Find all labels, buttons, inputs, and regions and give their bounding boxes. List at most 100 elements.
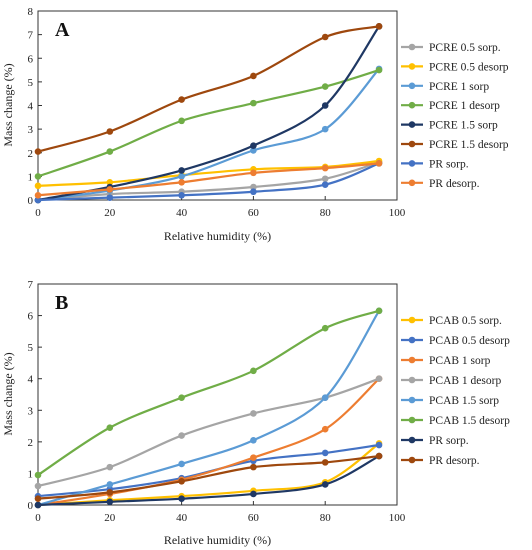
data-point (178, 96, 185, 103)
x-tick-label: 60 (248, 207, 260, 219)
legend-marker (408, 179, 416, 187)
panel-label: B (55, 292, 68, 314)
data-point (178, 167, 185, 174)
data-point (321, 425, 329, 433)
legend-marker (408, 436, 416, 444)
data-point (375, 452, 383, 460)
legend-marker (408, 82, 416, 90)
y-tick-label: 2 (28, 148, 34, 160)
x-axis-title: Relative humidity (%) (164, 229, 271, 243)
y-tick-label: 2 (28, 437, 34, 449)
y-tick-label: 7 (28, 30, 34, 42)
y-tick-label: 6 (28, 53, 34, 65)
data-point (106, 489, 114, 496)
legend-marker (408, 396, 416, 404)
y-tick-label: 5 (28, 342, 34, 354)
data-point (321, 459, 329, 466)
legend-label: PR sorp. (429, 435, 469, 447)
data-point (250, 99, 257, 107)
y-tick-label: 5 (28, 77, 34, 89)
legend-label: PCRE 1.5 sorp (429, 120, 498, 132)
data-point (178, 117, 185, 125)
y-tick-label: 0 (28, 195, 34, 207)
x-tick-label: 20 (104, 512, 116, 524)
series-line (37, 25, 380, 153)
legend: PCAB 0.5 sorp. PCAB 0.5 desorp PCAB 1 sorp… (401, 315, 510, 467)
data-point (178, 478, 185, 485)
data-point (321, 164, 329, 172)
legend-label: PCRE 0.5 sorp. (429, 42, 501, 54)
x-axis-title: Relative humidity (%) (164, 533, 271, 547)
legend-label: PR desorp. (429, 178, 480, 190)
data-point (321, 481, 329, 488)
y-tick-label: 4 (28, 101, 34, 113)
data-point (250, 72, 257, 80)
legend-label: PR desorp. (429, 455, 480, 467)
x-tick-label: 80 (320, 207, 332, 219)
legend-marker (408, 121, 416, 128)
data-point (178, 191, 185, 199)
data-point (250, 410, 257, 417)
data-point (321, 181, 329, 188)
data-point (106, 194, 114, 201)
series-6 (34, 23, 383, 155)
chart-panel-b: 0 1 2 3 4 5 6 7 0 20 40 60 80 100 Relative humidity (%… (1, 279, 510, 547)
legend-item: PCAB 1 desorp (401, 375, 501, 387)
series-line (37, 377, 380, 507)
legend-item: PCRE 0.5 desorp (401, 61, 509, 73)
series-line (37, 68, 380, 202)
legend-marker (408, 336, 416, 344)
legend-item: PR desorp. (401, 455, 480, 467)
legend-label: PCRE 0.5 desorp (429, 61, 509, 73)
series-6 (34, 307, 383, 479)
y-tick-label: 7 (28, 279, 34, 291)
series-8 (34, 452, 383, 502)
data-point (178, 460, 185, 468)
data-point (106, 463, 114, 471)
legend-label: PCRE 1 desorp (429, 100, 500, 112)
legend-item: PCRE 1 sorp (401, 81, 489, 93)
y-tick-label: 3 (28, 405, 34, 417)
x-tick-label: 100 (389, 512, 406, 524)
y-axis-title: Mass change (%) (1, 352, 15, 435)
data-point (321, 175, 329, 183)
data-point (34, 148, 42, 155)
plot-frame (37, 283, 398, 506)
data-point (250, 183, 257, 191)
legend-item: PR desorp. (401, 178, 480, 190)
data-point (178, 495, 185, 502)
legend-marker (408, 63, 416, 70)
data-point (321, 324, 329, 332)
legend-label: PCAB 0.5 desorp (429, 335, 510, 347)
legend: PCRE 0.5 sorp. PCRE 0.5 desorp PCRE 1 sorp… (401, 42, 509, 190)
data-point (321, 33, 329, 41)
legend-label: PCRE 1.5 desorp (429, 139, 509, 151)
data-point (34, 182, 42, 190)
data-point (321, 83, 329, 90)
legend-item: PCAB 0.5 desorp (401, 335, 510, 347)
data-point (106, 178, 114, 186)
legend-label: PR sorp. (429, 158, 469, 170)
x-tick-label: 0 (35, 207, 41, 219)
data-point (375, 160, 383, 167)
y-tick-label: 4 (28, 374, 34, 386)
data-point (34, 173, 42, 180)
y-tick-label: 1 (28, 468, 34, 480)
data-point (34, 482, 42, 490)
data-point (250, 367, 257, 375)
x-tick-label: 60 (248, 512, 260, 524)
data-point (321, 394, 329, 401)
series-line (37, 309, 380, 476)
data-point (178, 394, 185, 401)
data-point (375, 375, 383, 383)
data-point (321, 449, 329, 457)
legend-label: PCAB 0.5 sorp. (429, 315, 502, 327)
legend-marker (408, 43, 416, 51)
data-point (178, 178, 185, 186)
x-tick-label: 100 (389, 207, 406, 219)
legend-marker (408, 376, 416, 384)
data-point (375, 66, 383, 74)
legend-item: PCAB 0.5 sorp. (401, 315, 502, 327)
legend-item: PCRE 1 desorp (401, 100, 500, 112)
